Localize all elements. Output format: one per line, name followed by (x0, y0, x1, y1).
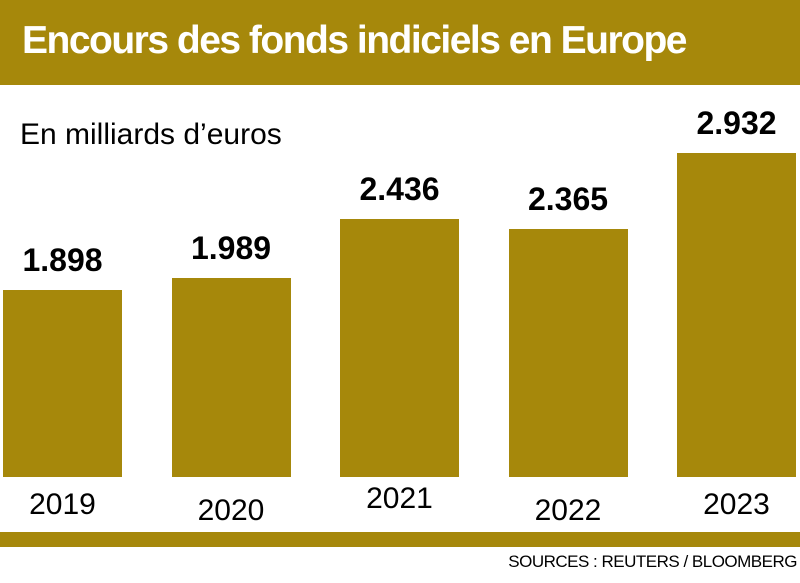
bar-column: 2.365 (508, 181, 628, 477)
bar-2023 (677, 153, 796, 477)
x-axis-label: 2020 (197, 494, 265, 527)
bar-column: 2.436 (340, 171, 459, 477)
bar-value-label: 1.898 (22, 242, 103, 278)
x-axis-label: 2019 (29, 488, 96, 521)
bar-value-label: 2.932 (696, 105, 777, 141)
bar-column: 1.898 (3, 242, 122, 477)
bar-2019 (3, 290, 122, 477)
bar-2021 (340, 219, 459, 477)
bar-value-label: 1.989 (190, 230, 272, 266)
bar-column: 1.989 (171, 230, 291, 477)
bar-column: 2.932 (677, 105, 796, 477)
bar-chart: 1.898 1.989 2.436 2.365 2.932 (3, 100, 796, 477)
bar-2022 (508, 229, 628, 477)
chart-title: Encours des fonds indiciels en Europe (22, 19, 687, 62)
x-axis-label: 2022 (534, 494, 602, 527)
x-axis-label: 2021 (366, 482, 433, 515)
units-label: En milliards d’euros (20, 118, 282, 151)
title-banner: Encours des fonds indiciels en Europe (0, 0, 800, 85)
divider-band (0, 532, 800, 547)
bar-2020 (171, 278, 291, 477)
x-axis-label: 2023 (703, 488, 770, 521)
bar-value-label: 2.436 (359, 171, 440, 207)
x-axis: 2019 2020 2021 2022 2023 (3, 477, 796, 533)
source-attribution: SOURCES : REUTERS / BLOOMBERG (508, 552, 797, 571)
bar-value-label: 2.365 (527, 181, 609, 217)
